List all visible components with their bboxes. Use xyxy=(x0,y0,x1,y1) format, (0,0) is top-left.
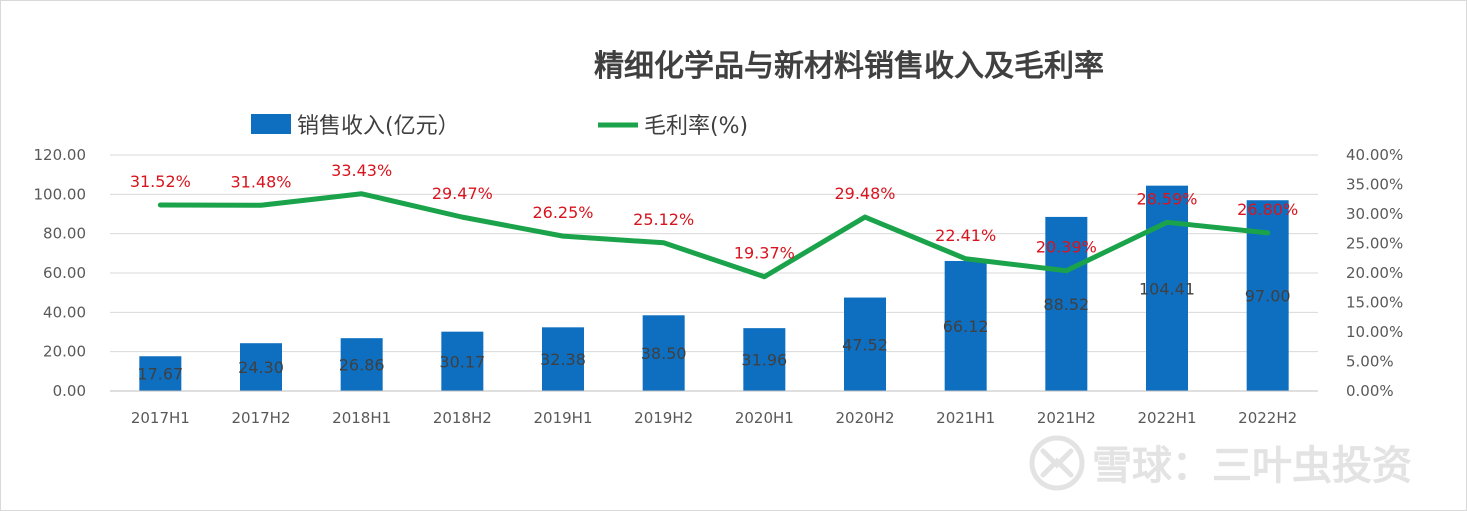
rate-data-label: 29.47% xyxy=(432,184,493,203)
x-tick-label: 2017H1 xyxy=(131,409,190,427)
bar xyxy=(642,315,685,391)
watermark: 雪球：三叶虫投资 xyxy=(1029,435,1412,491)
bar xyxy=(844,297,886,391)
legend-line-label: 毛利率(%) xyxy=(644,114,748,139)
x-tick-label: 2019H1 xyxy=(534,409,593,427)
y-right-tick-label: 10.00% xyxy=(1346,323,1403,341)
y-left-tick-label: 80.00 xyxy=(43,225,86,243)
bar xyxy=(944,260,987,391)
bar-data-label: 88.52 xyxy=(1043,295,1089,314)
y-right-tick-label: 35.00% xyxy=(1346,176,1403,194)
x-tick-label: 2020H2 xyxy=(836,409,895,427)
x-tick-label: 2021H2 xyxy=(1037,409,1096,427)
rate-data-label: 31.48% xyxy=(230,172,291,191)
rate-data-label: 20.39% xyxy=(1036,238,1097,257)
y-right-tick-label: 15.00% xyxy=(1346,294,1403,312)
x-tick-label: 2020H1 xyxy=(735,409,794,427)
y-right-tick-label: 40.00% xyxy=(1346,146,1403,164)
rate-line xyxy=(157,191,1271,280)
x-tick-label: 2021H1 xyxy=(936,409,995,427)
bar-data-label: 26.86 xyxy=(339,356,385,375)
y-left-tick-label: 40.00 xyxy=(43,303,86,321)
rate-data-label: 26.80% xyxy=(1237,200,1298,219)
bar-data-label: 24.30 xyxy=(238,358,284,377)
x-tick-label: 2019H2 xyxy=(634,409,693,427)
y-left-tick-label: 60.00 xyxy=(43,264,86,282)
y-left-tick-label: 20.00 xyxy=(43,343,86,361)
y-axis-left: 0.00 20.00 40.00 60.00 80.00 100.00 120.00 xyxy=(34,146,87,400)
line-data-labels: 31.52% 31.48% 33.43% 29.47% 26.25% 25.12% 19.3… xyxy=(130,161,1298,263)
x-tick-label: 2018H1 xyxy=(332,409,391,427)
rate-data-label: 31.52% xyxy=(130,172,191,191)
snowball-logo-icon xyxy=(1029,435,1085,491)
x-tick-label: 2022H1 xyxy=(1138,409,1197,427)
bar-data-label: 32.38 xyxy=(540,350,586,369)
y-left-tick-label: 0.00 xyxy=(53,382,86,400)
x-axis: 2017H1 2017H2 2018H1 2018H2 2019H1 2019H2 2020… xyxy=(110,390,1318,427)
x-tick-label: 2022H2 xyxy=(1238,409,1297,427)
bar-data-label: 17.67 xyxy=(137,365,183,384)
y-axis-right: 0.00% 5.00% 10.00% 15.00% 20.00% 25.00% 30.00%… xyxy=(1346,146,1403,400)
bar-data-label: 38.50 xyxy=(641,344,687,363)
bar xyxy=(542,327,584,391)
rate-data-label: 19.37% xyxy=(734,244,795,263)
bar xyxy=(441,331,484,391)
bar-data-label: 47.52 xyxy=(842,335,888,354)
bar-data-label: 31.96 xyxy=(741,351,787,370)
bar-data-label: 30.17 xyxy=(439,352,485,371)
bar-data-label: 97.00 xyxy=(1245,287,1291,306)
y-right-tick-label: 5.00% xyxy=(1346,353,1394,371)
x-tick-label: 2018H2 xyxy=(433,409,492,427)
legend: 销售收入(亿元） 毛利率(%) xyxy=(251,114,748,139)
bar xyxy=(340,338,383,391)
legend-bar-label: 销售收入(亿元） xyxy=(297,114,460,139)
bar xyxy=(1045,216,1088,391)
bar-data-label: 104.41 xyxy=(1139,279,1195,298)
bar xyxy=(743,328,786,391)
chart-title: 精细化学品与新材料销售收入及毛利率 xyxy=(594,49,1104,84)
rate-data-label: 28.59% xyxy=(1136,189,1197,208)
rate-data-label: 29.48% xyxy=(834,184,895,203)
y-right-tick-label: 30.00% xyxy=(1346,205,1403,223)
bar-data-labels: 17.67 24.30 26.86 30.17 32.38 38.50 31.96 47.52… xyxy=(137,279,1290,383)
y-left-tick-label: 100.00 xyxy=(34,185,87,203)
rate-data-label: 33.43% xyxy=(331,161,392,180)
rate-data-label: 25.12% xyxy=(633,210,694,229)
watermark-text: 雪球：三叶虫投资 xyxy=(1092,443,1412,489)
rate-data-label: 26.25% xyxy=(532,203,593,222)
bar-data-label: 66.12 xyxy=(943,317,989,336)
bar-series xyxy=(139,185,1289,391)
line-series xyxy=(157,191,1271,280)
rate-data-label: 22.41% xyxy=(935,226,996,245)
x-tick-label: 2017H2 xyxy=(232,409,291,427)
y-left-tick-label: 120.00 xyxy=(34,146,87,164)
y-right-tick-label: 25.00% xyxy=(1346,235,1403,253)
bar xyxy=(139,356,182,391)
bar xyxy=(240,343,282,391)
legend-bar-swatch xyxy=(251,114,291,134)
y-right-tick-label: 20.00% xyxy=(1346,264,1403,282)
y-right-tick-label: 0.00% xyxy=(1346,382,1394,400)
